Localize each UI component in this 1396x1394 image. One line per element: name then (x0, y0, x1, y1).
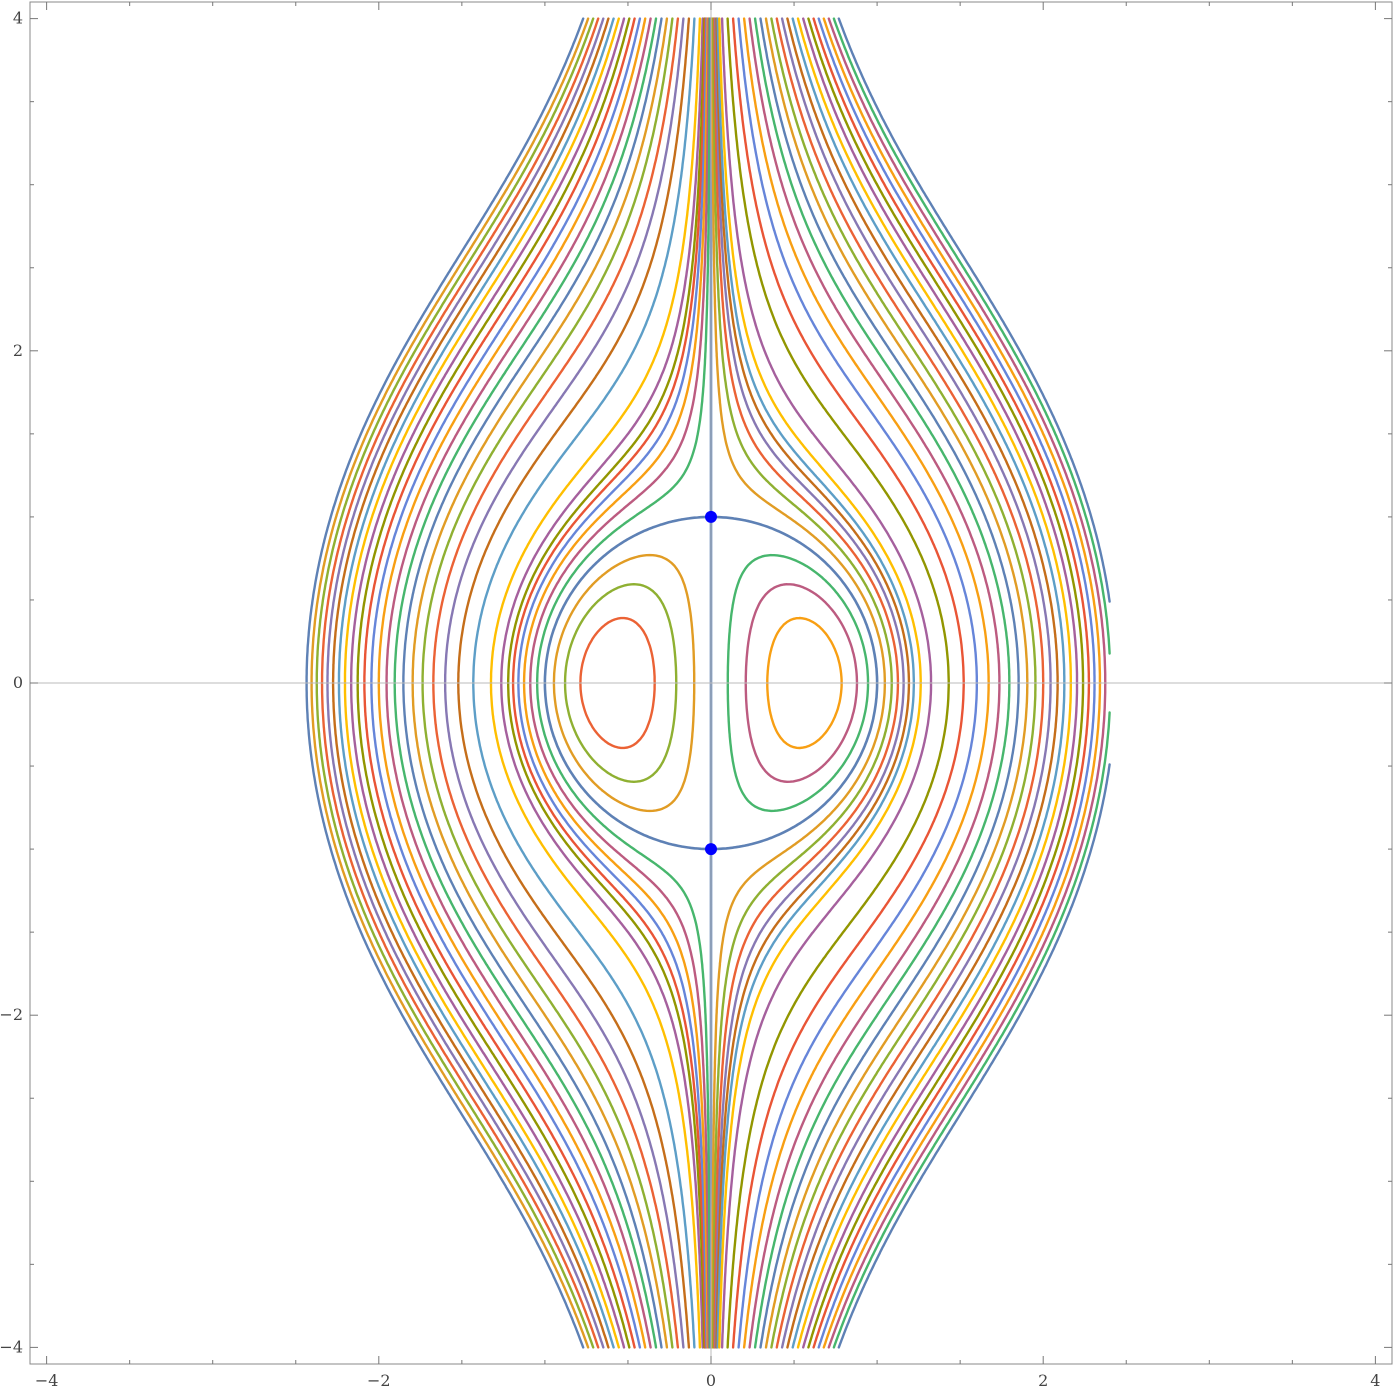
contour-line (432, 17, 680, 1349)
contour-line (726, 17, 950, 1349)
contour-lines (305, 17, 1111, 1349)
x-tick-labels: −4 −2 0 2 4 (35, 1371, 1381, 1390)
x-tick-label: −4 (35, 1371, 59, 1390)
contour-line (786, 17, 1059, 1349)
contour-line (791, 17, 1066, 1349)
contour-line (748, 17, 1001, 1349)
contour-line (796, 17, 1072, 1349)
contour-line (305, 17, 585, 1349)
contour-line (764, 17, 1029, 1349)
contour-line (421, 17, 674, 1349)
contour-line (817, 17, 1096, 1349)
contour-line (377, 17, 647, 1349)
contour-line (718, 17, 922, 1349)
y-tick-label: −2 (0, 1005, 23, 1024)
contour-line (827, 17, 1107, 1349)
contour-line (737, 17, 978, 1349)
contour-line (753, 17, 1011, 1349)
contour-line (443, 17, 685, 1349)
axes (30, 2, 1392, 1364)
contour-line (350, 17, 626, 1349)
y-tick-label: −4 (0, 1337, 23, 1356)
contour-line (315, 17, 595, 1349)
x-tick-label: 0 (706, 1371, 716, 1390)
contour-line (780, 17, 1052, 1349)
contour-line (837, 17, 1111, 1349)
contour-line (742, 17, 990, 1349)
ticks (30, 2, 1392, 1364)
contour-line (832, 17, 1111, 1349)
x-tick-label: −2 (367, 1371, 391, 1390)
contour-line (720, 17, 933, 1349)
contour-line (472, 17, 696, 1349)
contour-line (402, 17, 663, 1349)
contour-line (363, 17, 636, 1349)
critical-point (705, 843, 717, 856)
contour-line (370, 17, 642, 1349)
contour-line (385, 17, 652, 1349)
critical-points (705, 510, 717, 856)
y-tick-label: 0 (13, 673, 23, 692)
contour-line (343, 17, 620, 1349)
contour-line (731, 17, 965, 1349)
contour-line (356, 17, 631, 1349)
x-tick-label: 2 (1038, 1371, 1048, 1390)
contour-line (822, 17, 1102, 1349)
contour-line (500, 17, 704, 1349)
contour-line (759, 17, 1020, 1349)
contour-line (310, 17, 590, 1349)
contour-line (337, 17, 615, 1349)
y-tick-label: 4 (13, 9, 23, 28)
contour-line (326, 17, 605, 1349)
contour-line (770, 17, 1037, 1349)
contour-line (411, 17, 669, 1349)
contour-line (393, 17, 658, 1349)
contour-line (716, 17, 915, 1349)
contour-line (457, 17, 691, 1349)
contour-line (807, 17, 1085, 1349)
x-tick-label: 4 (1370, 1371, 1380, 1390)
contour-line (775, 17, 1045, 1349)
critical-point (705, 510, 717, 523)
contour-line (802, 17, 1079, 1349)
contour-line (489, 17, 702, 1349)
contour-line (320, 17, 600, 1349)
y-tick-label: 2 (13, 341, 23, 360)
y-tick-labels: 4 2 0 −2 −4 (0, 9, 23, 1357)
contour-line (331, 17, 610, 1349)
contour-line (812, 17, 1091, 1349)
